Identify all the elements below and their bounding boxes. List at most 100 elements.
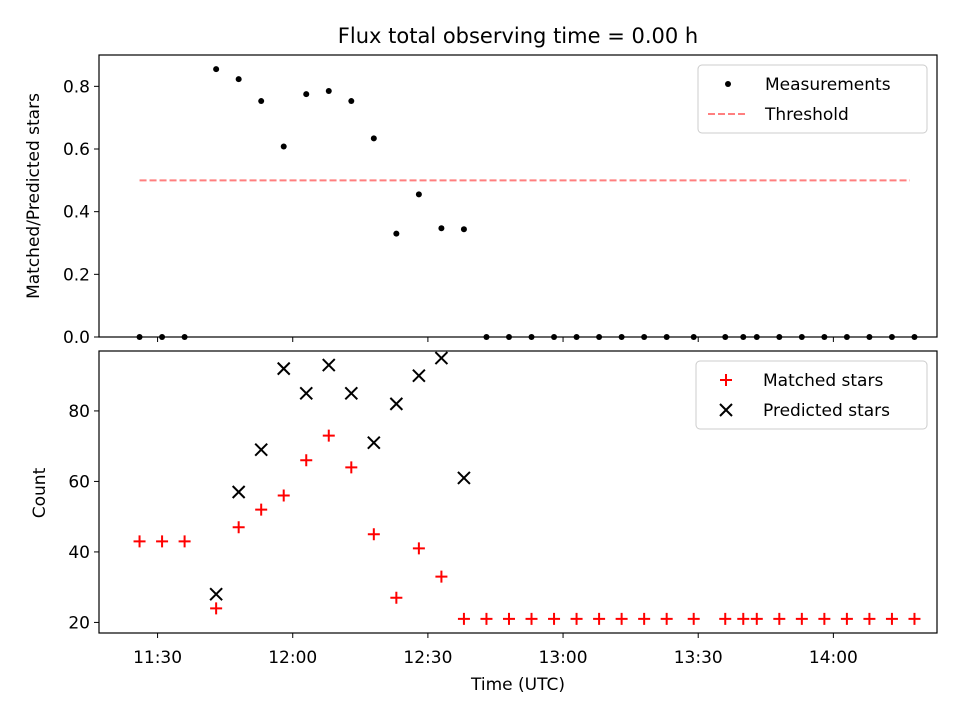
predicted-star-point — [434, 351, 449, 365]
bottom-xtick-label: 12:00 — [268, 648, 317, 668]
matched-star-point — [480, 612, 493, 625]
matched-star-point — [390, 591, 403, 604]
measurement-point — [843, 334, 850, 340]
legend-threshold-label: Threshold — [764, 105, 849, 125]
matched-star-point — [345, 461, 358, 474]
measurement-point — [753, 334, 760, 340]
measurement-point — [722, 334, 729, 340]
matched-star-point — [412, 542, 425, 555]
matched-star-point — [300, 454, 313, 467]
matched-star-point — [570, 612, 583, 625]
legend-matched-marker — [720, 374, 732, 386]
measurement-point — [370, 135, 377, 142]
measurement-point — [213, 66, 220, 73]
matched-star-point — [593, 612, 606, 625]
matched-star-point — [737, 612, 750, 625]
matched-star-point — [840, 612, 853, 625]
predicted-star-point — [344, 386, 359, 401]
matched-star-point — [367, 528, 380, 541]
measurement-point — [415, 191, 422, 198]
bottom-xlabel: Time (UTC) — [470, 675, 565, 695]
matched-star-point — [277, 489, 290, 502]
matched-star-point — [210, 602, 223, 615]
measurement-point — [348, 98, 355, 105]
matched-star-point — [178, 535, 191, 548]
measurement-point — [888, 334, 895, 340]
measurement-point — [181, 334, 188, 340]
measurement-point — [235, 76, 242, 83]
matched-star-point — [232, 521, 245, 534]
matched-star-point — [719, 612, 732, 625]
predicted-star-point — [412, 368, 426, 383]
matched-star-point — [638, 612, 651, 625]
legend-predicted-marker — [719, 403, 733, 417]
predicted-star-point — [254, 442, 268, 457]
measurement-point — [596, 334, 603, 340]
bottom-xtick-label: 13:00 — [539, 648, 588, 668]
bottom-axes-frame — [98, 350, 938, 634]
predicted-star-point — [299, 386, 313, 401]
predicted-star-point — [389, 397, 404, 411]
legend-predicted-label: Predicted stars — [763, 401, 890, 421]
top-ytick-label: 0.8 — [63, 77, 90, 97]
measurement-point — [551, 334, 558, 340]
bottom-xtick-label: 11:30 — [133, 648, 182, 668]
measurement-point — [258, 98, 265, 105]
matched-star-point — [457, 612, 470, 625]
chart-title: Flux total observing time = 0.00 h — [338, 24, 698, 48]
legend-measurements-marker — [725, 81, 731, 87]
matched-star-point — [687, 612, 700, 625]
matched-star-point — [750, 612, 763, 625]
measurement-point — [438, 225, 445, 232]
legend-measurements-label: Measurements — [765, 75, 891, 95]
measurement-point — [740, 334, 747, 340]
measurement-point — [690, 334, 697, 340]
bottom-xtick-label: 13:30 — [674, 648, 723, 668]
matched-star-point — [795, 612, 808, 625]
matched-star-point — [502, 612, 515, 625]
measurement-point — [325, 88, 332, 95]
top-ylabel: Matched/Predicted stars — [24, 93, 44, 299]
matched-star-point — [615, 612, 628, 625]
measurement-point — [866, 334, 873, 340]
predicted-star-point — [322, 358, 336, 372]
predicted-star-point — [209, 587, 223, 601]
measurement-point — [136, 334, 143, 340]
bottom-legend-frame — [695, 360, 928, 430]
bottom-legend: Matched stars Predicted stars — [695, 360, 928, 430]
legend-matched-label: Matched stars — [763, 371, 883, 391]
matched-star-point — [660, 612, 673, 625]
matched-star-point — [548, 612, 561, 625]
matched-star-point — [818, 612, 831, 625]
bottom-ytick-label: 80 — [68, 402, 90, 422]
measurement-point — [159, 334, 166, 340]
measurement-point — [911, 334, 918, 340]
measurement-point — [618, 334, 625, 340]
predicted-star-point — [231, 485, 246, 499]
matched-star-point — [435, 570, 448, 583]
top-plot-area: 0.0 0.2 0.4 0.6 0.8 — [63, 54, 938, 348]
matched-star-point — [908, 612, 921, 625]
matched-star-point — [255, 503, 268, 516]
matched-star-point — [863, 612, 876, 625]
measurement-point — [303, 91, 310, 98]
top-axes-frame — [98, 54, 938, 338]
measurement-point — [573, 334, 580, 340]
bottom-ytick-label: 20 — [68, 613, 90, 633]
measurement-point — [776, 334, 783, 340]
matched-star-point — [885, 612, 898, 625]
bottom-ytick-label: 60 — [68, 472, 90, 492]
top-ytick-label: 0.6 — [63, 140, 90, 160]
bottom-xtick-label: 14:00 — [809, 648, 858, 668]
measurement-point — [483, 334, 490, 340]
matched-star-point — [322, 429, 335, 442]
predicted-star-point — [367, 435, 381, 450]
measurement-point — [641, 334, 648, 340]
measurement-point — [798, 334, 805, 340]
matched-star-point — [773, 612, 786, 625]
bottom-ylabel: Count — [30, 467, 50, 518]
measurement-point — [505, 334, 512, 340]
measurement-point — [528, 334, 535, 340]
matched-star-point — [525, 612, 538, 625]
